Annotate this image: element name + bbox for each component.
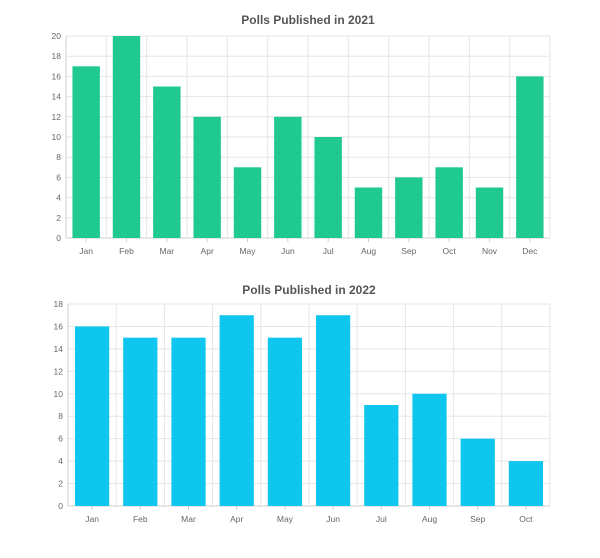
bar-jun: [274, 116, 302, 238]
y-tick-label: 8: [56, 152, 61, 162]
y-tick-label: 6: [56, 172, 61, 182]
y-tick-label: 10: [52, 132, 62, 142]
chart-2022: Polls Published in 2022 0 2 4 6 8 10 12 14 16 18 Ja…: [54, 283, 551, 524]
x-tick-label: Sep: [470, 514, 485, 524]
x-tick-label: Oct: [443, 246, 457, 256]
x-tick-label: Oct: [519, 514, 533, 524]
x-tick-label: May: [239, 246, 256, 256]
y-tick-label: 14: [52, 92, 62, 102]
y-tick-label: 2: [56, 213, 61, 223]
y-tick-label: 12: [52, 112, 62, 122]
y-tick-label: 0: [58, 501, 63, 511]
bar-nov: [475, 187, 504, 238]
x-tick-label: Nov: [482, 246, 498, 256]
bar-apr: [219, 315, 254, 506]
x-tick-label: Aug: [361, 246, 376, 256]
x-tick-label: Jan: [85, 514, 99, 524]
bar-may: [233, 167, 262, 238]
x-tick-label: Sep: [401, 246, 416, 256]
bar-jun: [315, 315, 351, 506]
chart-title: Polls Published in 2022: [242, 283, 376, 297]
y-tick-label: 4: [56, 193, 61, 203]
y-tick-label: 2: [58, 479, 63, 489]
bar-jul: [314, 137, 342, 238]
y-tick-label: 16: [52, 71, 62, 81]
y-tick-label: 0: [56, 233, 61, 243]
y-tick-label: 4: [58, 456, 63, 466]
y-tick-label: 12: [54, 366, 64, 376]
x-tick-label: Aug: [422, 514, 437, 524]
bar-sep: [395, 177, 423, 238]
y-tick-label: 16: [54, 321, 64, 331]
bar-mar: [171, 337, 206, 506]
x-tick-label: Apr: [230, 514, 243, 524]
bar-feb: [123, 337, 158, 506]
chart-2021: Polls Published in 2021 0 2 4 6 8 10 12 14 16 18 20…: [52, 13, 551, 256]
x-tick-label: Feb: [133, 514, 148, 524]
bar-aug: [354, 187, 383, 238]
bar-jan: [74, 326, 110, 506]
bar-aug: [412, 393, 447, 506]
y-tick-label: 14: [54, 344, 64, 354]
y-tick-label: 20: [52, 31, 62, 41]
y-tick-label: 10: [54, 389, 64, 399]
x-tick-label: Jun: [281, 246, 295, 256]
x-tick-label: Jul: [376, 514, 387, 524]
bar-jan: [72, 66, 100, 238]
bar-apr: [193, 116, 221, 238]
chart-title: Polls Published in 2021: [241, 13, 375, 27]
x-tick-label: Jun: [326, 514, 340, 524]
bar-oct: [508, 461, 544, 506]
x-tick-label: Jul: [323, 246, 334, 256]
y-tick-label: 18: [54, 299, 64, 309]
bar-feb: [112, 36, 141, 238]
x-tick-label: Dec: [522, 246, 538, 256]
bar-may: [267, 337, 303, 506]
x-tick-label: Jan: [79, 246, 93, 256]
bar-oct: [435, 167, 463, 238]
bar-sep: [460, 438, 495, 506]
y-tick-label: 18: [52, 51, 62, 61]
y-tick-label: 6: [58, 434, 63, 444]
y-tick-label: 8: [58, 411, 63, 421]
bar-dec: [516, 76, 544, 239]
x-tick-label: Feb: [119, 246, 134, 256]
x-tick-label: Mar: [181, 514, 196, 524]
bar-mar: [153, 86, 181, 238]
x-tick-label: Mar: [160, 246, 175, 256]
x-tick-label: Apr: [201, 246, 214, 256]
x-tick-label: May: [277, 514, 294, 524]
bar-jul: [364, 405, 399, 506]
